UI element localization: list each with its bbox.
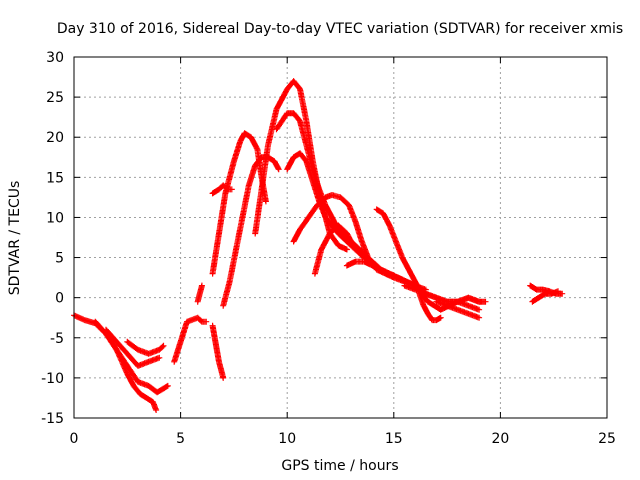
data-point-marks [124,338,167,357]
grid-layer [74,57,607,418]
data-layer [71,78,566,413]
data-point-marks [529,288,561,305]
data-point-marks [416,290,444,324]
y-tick-label: 5 [55,251,64,267]
data-point-marks [194,282,205,305]
data-point-marks [433,298,483,321]
y-tick-label: 20 [46,130,64,146]
data-series-18 [401,282,489,305]
data-point-marks [209,322,227,381]
data-series-19 [416,290,444,324]
y-axis-label: SDTVAR / TECUs [7,181,23,296]
data-series-9 [209,182,235,197]
data-series-4 [124,338,167,357]
x-tick-label: 20 [491,431,509,447]
tick-layer: 0 5 10 15 20 25 -15 -10 -5 0 5 10 15 20 25 30 [41,50,616,447]
y-tick-label: 15 [46,170,64,186]
x-tick-label: 25 [598,431,616,447]
data-series-5 [171,314,210,365]
y-tick-label: 30 [46,50,64,66]
data-series-20 [433,298,483,321]
data-point-marks [171,314,210,365]
y-tick-label: -15 [41,411,64,427]
data-point-marks [209,182,235,197]
y-tick-label: -5 [50,331,64,347]
y-tick-label: 10 [46,210,64,226]
y-tick-label: 25 [46,90,64,106]
data-point-marks [92,318,171,396]
data-series-2 [92,318,171,396]
y-tick-label: -10 [41,371,64,387]
x-tick-label: 10 [278,431,296,447]
chart-title: Day 310 of 2016, Sidereal Day-to-day VTE… [57,21,623,37]
data-series-6 [194,282,205,305]
y-tick-label: 0 [55,291,64,307]
plot-frame [73,56,608,419]
data-series-7 [209,322,227,381]
data-point-marks [103,326,163,369]
data-point-marks [401,282,489,305]
data-series-3 [103,326,163,369]
x-axis-label: GPS time / hours [281,458,398,474]
x-tick-label: 15 [385,431,403,447]
x-tick-label: 5 [176,431,185,447]
x-tick-label: 0 [70,431,79,447]
data-series-22 [529,288,561,305]
